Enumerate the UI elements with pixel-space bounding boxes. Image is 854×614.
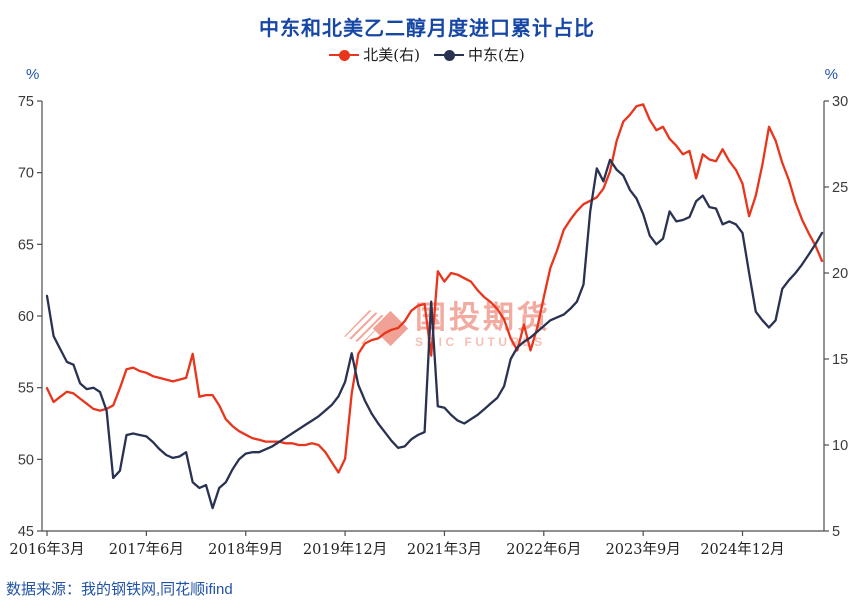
- svg-text:20: 20: [832, 266, 848, 282]
- left-axis-ticks: 45 50 55 60 65 70 75: [18, 94, 42, 540]
- data-source-note: 数据来源：我的钢铁网,同花顺ifind: [6, 581, 233, 598]
- left-axis-unit: %: [26, 66, 40, 83]
- svg-text:15: 15: [832, 352, 848, 368]
- legend-marker-navy-icon: [434, 49, 464, 61]
- svg-text:60: 60: [18, 309, 34, 325]
- legend-item-middle-east[interactable]: 中东(左): [434, 44, 525, 65]
- right-axis-ticks: 5 10 15 20 25 30: [824, 94, 848, 540]
- legend-item-north-america[interactable]: 北美(右): [329, 44, 420, 65]
- svg-text:65: 65: [18, 237, 34, 253]
- svg-text:2022年6月: 2022年6月: [506, 541, 581, 558]
- svg-text:25: 25: [832, 180, 848, 196]
- x-axis-ticks: 2016年3月 2017年6月 2018年9月 2019年12月 2021年3月 2022…: [9, 531, 785, 558]
- svg-text:45: 45: [18, 524, 34, 540]
- svg-text:55: 55: [18, 381, 34, 397]
- svg-text:2016年3月: 2016年3月: [9, 541, 84, 558]
- svg-text:5: 5: [832, 524, 840, 540]
- svg-text:2018年9月: 2018年9月: [208, 541, 283, 558]
- series-line-0: [45, 103, 824, 474]
- legend-label: 北美(右): [363, 46, 420, 64]
- legend-label: 中东(左): [468, 46, 525, 64]
- chart-legend: 北美(右) 中东(左): [0, 44, 854, 65]
- right-axis-unit: %: [824, 66, 838, 83]
- svg-text:2019年12月: 2019年12月: [303, 541, 387, 558]
- legend-marker-red-icon: [329, 49, 360, 61]
- svg-text:30: 30: [832, 94, 848, 110]
- svg-text:2017年6月: 2017年6月: [109, 541, 184, 558]
- svg-text:10: 10: [832, 438, 848, 454]
- svg-text:75: 75: [18, 94, 34, 110]
- svg-text:70: 70: [18, 166, 34, 182]
- svg-text:50: 50: [18, 452, 34, 468]
- svg-text:2024年12月: 2024年12月: [700, 541, 784, 558]
- page-title: 中东和北美乙二醇月度进口累计占比: [259, 18, 595, 40]
- svg-text:2021年3月: 2021年3月: [407, 541, 482, 558]
- svg-text:2023年9月: 2023年9月: [606, 541, 681, 558]
- series-line-1: [45, 158, 824, 510]
